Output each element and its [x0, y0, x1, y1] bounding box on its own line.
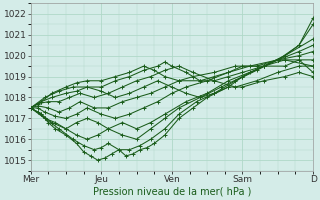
X-axis label: Pression niveau de la mer( hPa ): Pression niveau de la mer( hPa )	[93, 187, 251, 197]
